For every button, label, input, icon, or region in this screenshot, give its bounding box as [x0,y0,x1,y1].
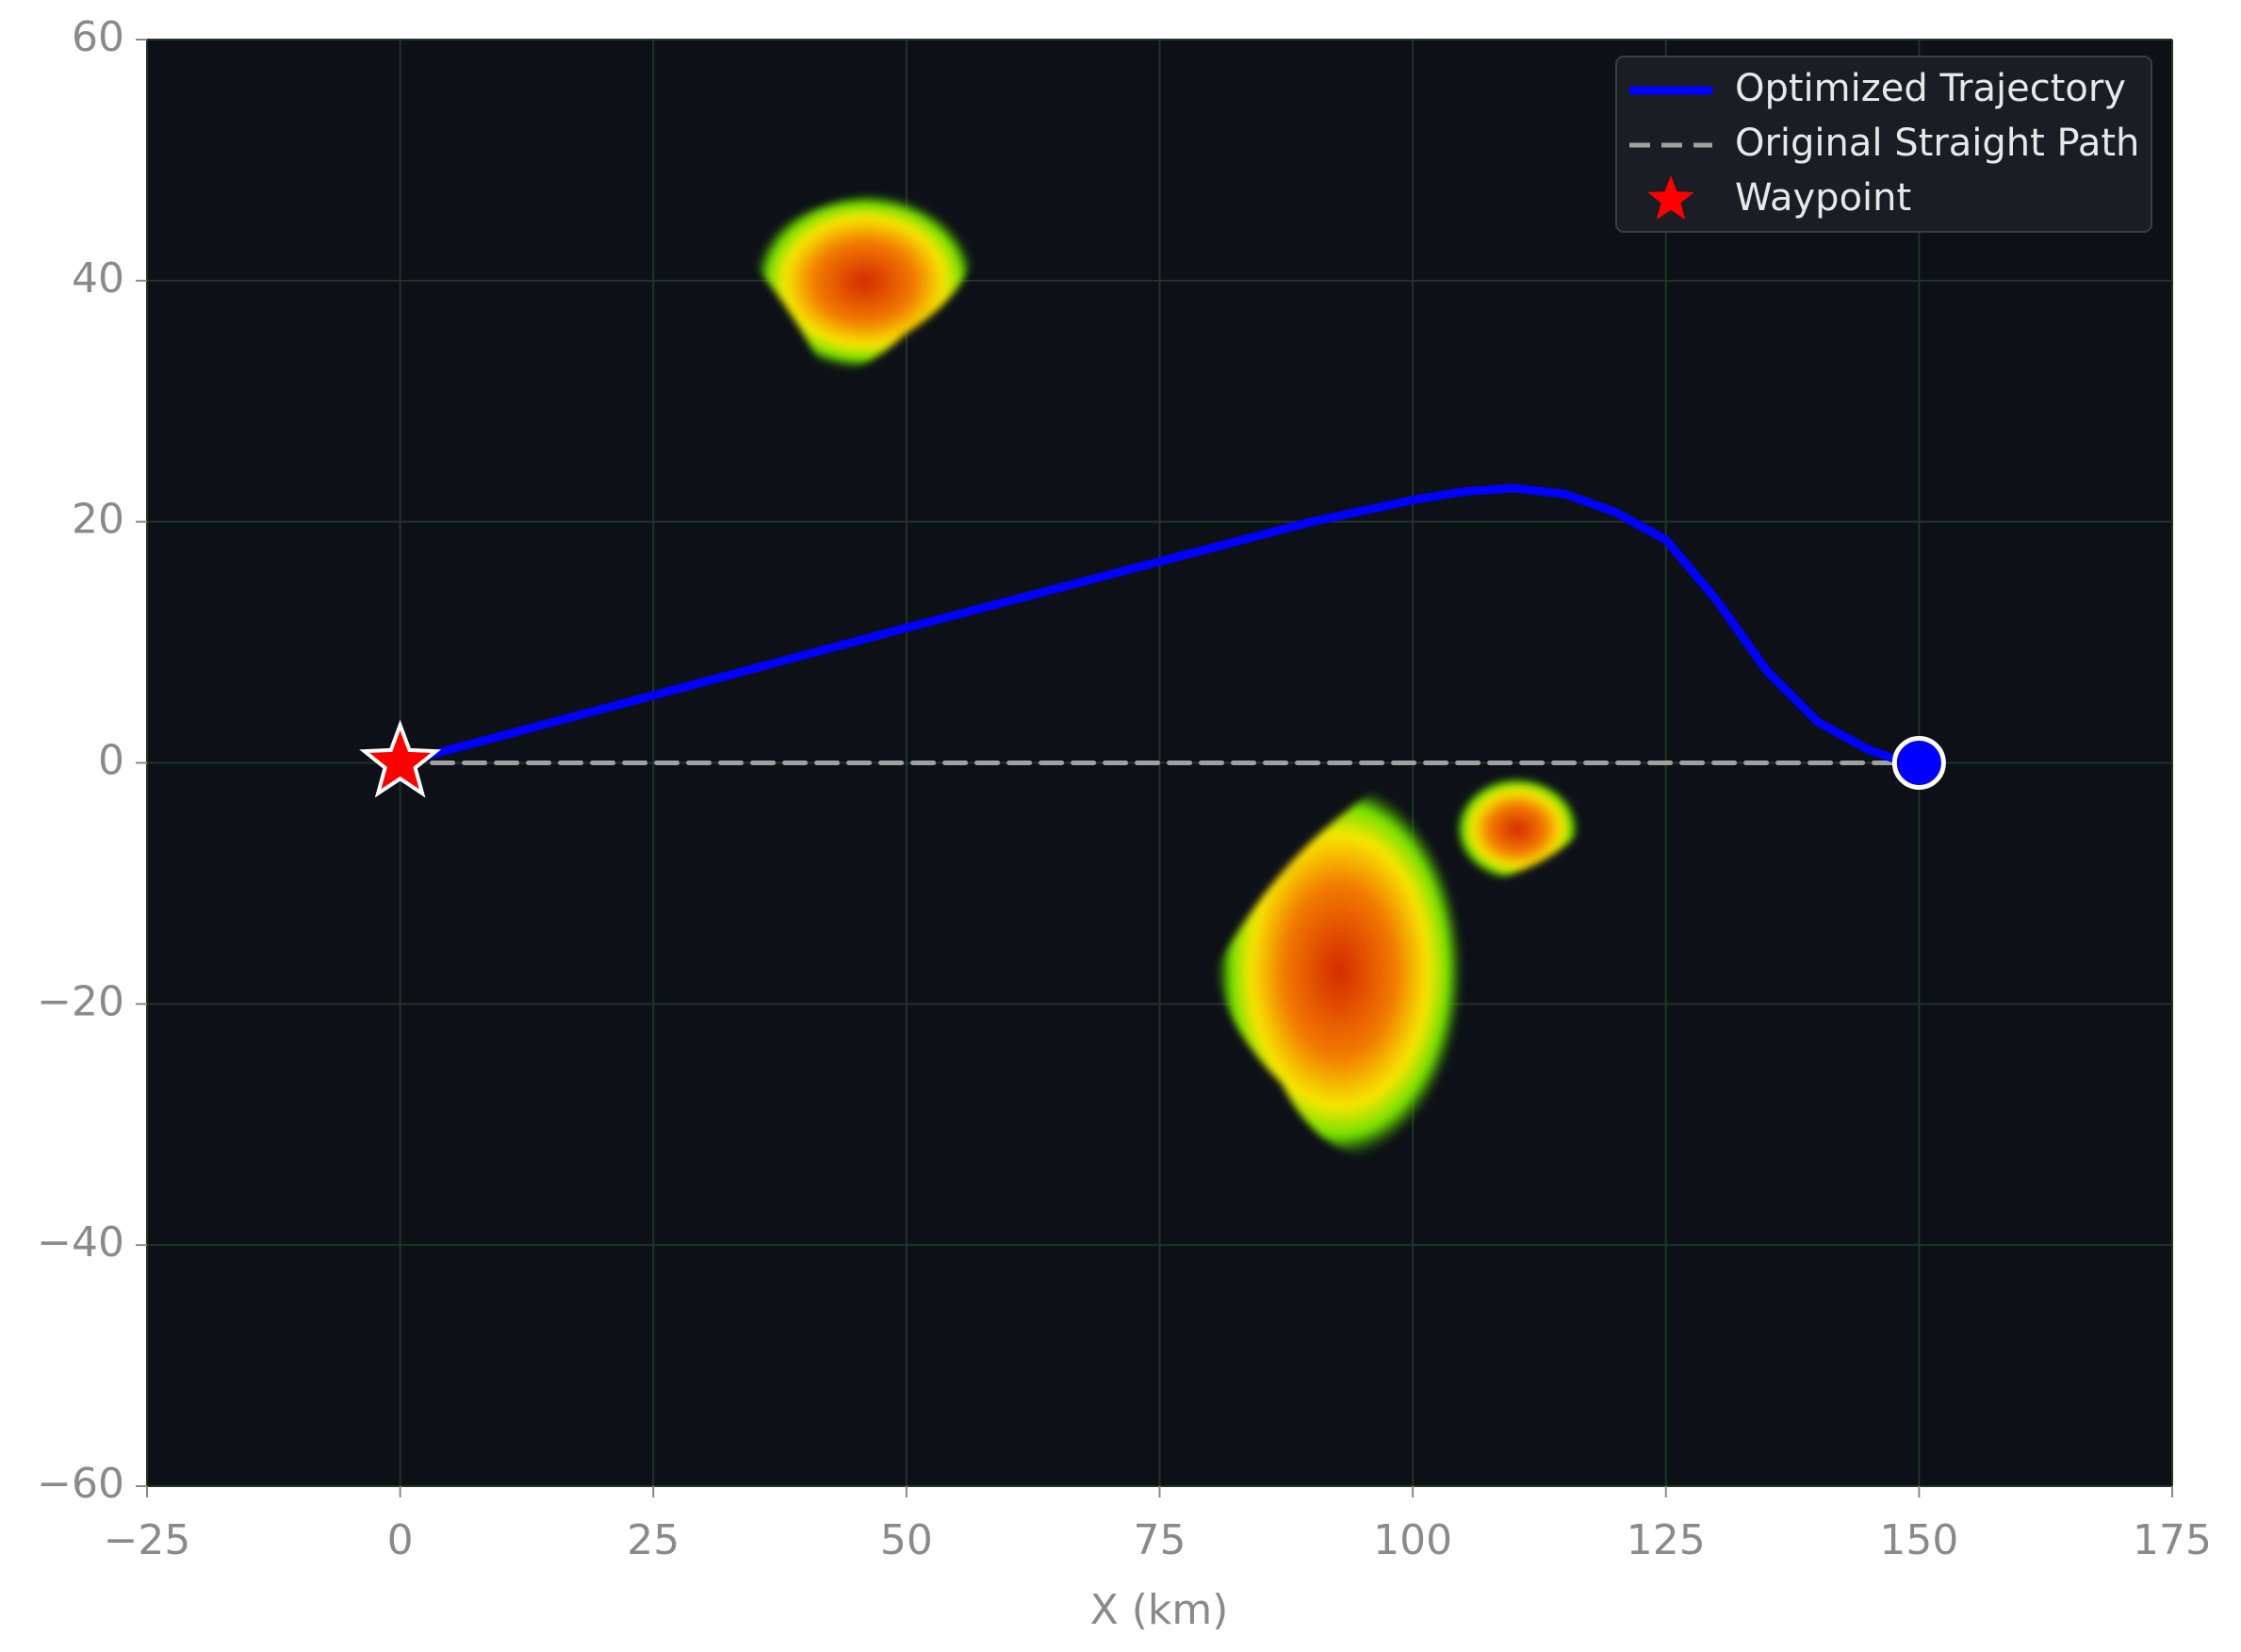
x-tick-label: 150 [1879,1516,1958,1564]
x-tick-label: 100 [1373,1516,1452,1564]
x-tick-label: 50 [880,1516,933,1564]
y-tick-label: −20 [37,977,124,1025]
waypoint [359,719,442,798]
y-tick-label: 20 [72,496,124,544]
x-axis-label: X (km) [1090,1586,1229,1634]
x-tick-label: −25 [104,1516,191,1564]
x-tick-label: 75 [1134,1516,1186,1564]
y-tick-label: −40 [37,1219,124,1267]
trajectory [396,483,1923,767]
weather-cells [754,193,1579,1159]
legend-box [1615,56,2152,233]
weather-cell [1216,782,1464,1159]
legend-label: Waypoint [1735,176,1911,220]
x-tick-label: 125 [1627,1516,1706,1564]
y-tick-label: −60 [37,1460,124,1508]
x-tick-label: 0 [387,1516,414,1564]
y-tick-label: 0 [98,737,124,785]
x-tick-label: 175 [2133,1516,2212,1564]
legend-label: Original Straight Path [1735,122,2139,165]
weather-cell [1455,777,1579,881]
weather-cell [754,193,975,370]
y-tick-label: 40 [72,254,124,303]
legend-label: Optimized Trajectory [1735,67,2126,110]
y-tick-label: 60 [72,13,124,61]
x-tick-label: 25 [627,1516,679,1564]
legend-swatch [1647,175,1694,220]
endpoint [1891,736,1946,790]
